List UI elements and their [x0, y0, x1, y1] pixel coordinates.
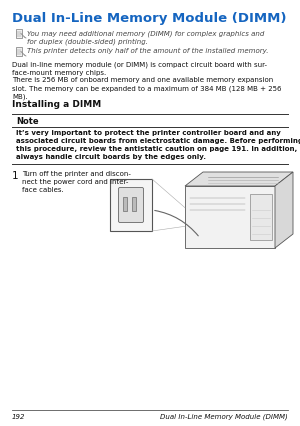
FancyBboxPatch shape: [16, 48, 22, 57]
FancyBboxPatch shape: [110, 180, 152, 231]
Text: Dual In-Line Memory Module (DIMM): Dual In-Line Memory Module (DIMM): [12, 12, 286, 25]
FancyBboxPatch shape: [132, 198, 136, 211]
Text: Dual in-line memory module (or DIMM) is compact circuit board with sur-
face-mou: Dual in-line memory module (or DIMM) is …: [12, 61, 267, 75]
Text: 192: 192: [12, 413, 26, 419]
FancyBboxPatch shape: [123, 198, 127, 211]
Polygon shape: [275, 173, 293, 248]
Polygon shape: [185, 187, 275, 248]
Text: 1: 1: [12, 170, 19, 181]
Text: This printer detects only half of the amount of the installed memory.: This printer detects only half of the am…: [27, 48, 268, 54]
Text: Installing a DIMM: Installing a DIMM: [12, 100, 101, 109]
Polygon shape: [185, 173, 293, 187]
Text: There is 256 MB of onboard memory and one available memory expansion
slot. The m: There is 256 MB of onboard memory and on…: [12, 77, 281, 100]
Text: It’s very important to protect the printer controller board and any
associated c: It’s very important to protect the print…: [16, 130, 300, 160]
Text: Note: Note: [16, 117, 39, 126]
Text: Dual In-Line Memory Module (DIMM): Dual In-Line Memory Module (DIMM): [160, 413, 288, 420]
FancyBboxPatch shape: [250, 195, 272, 240]
Text: Turn off the printer and discon-
nect the power cord and inter-
face cables.: Turn off the printer and discon- nect th…: [22, 170, 131, 193]
FancyBboxPatch shape: [16, 30, 22, 39]
Text: You may need additional memory (DIMM) for complex graphics and
for duplex (doubl: You may need additional memory (DIMM) fo…: [27, 30, 264, 45]
FancyBboxPatch shape: [118, 188, 143, 223]
